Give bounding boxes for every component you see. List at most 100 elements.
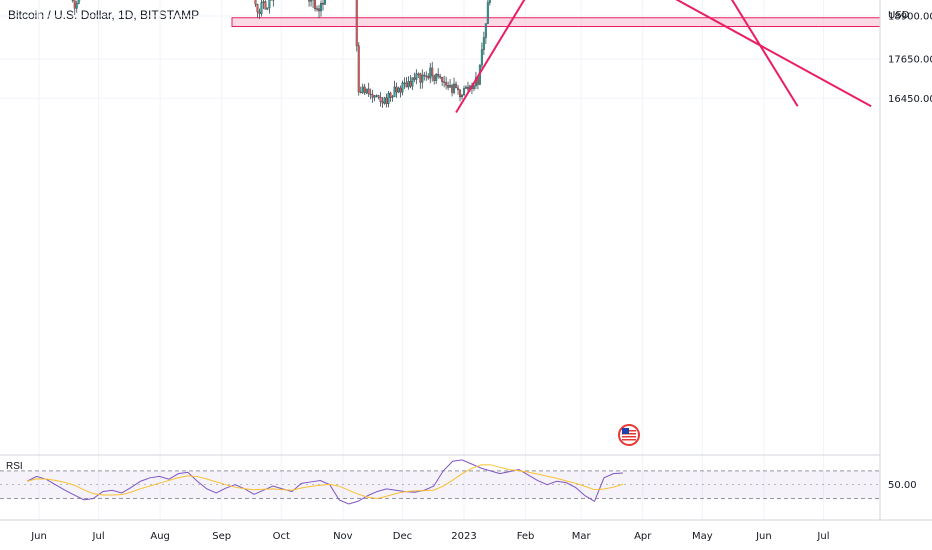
price-tick-label: 16450.00 (888, 94, 932, 105)
candle-body (407, 81, 410, 88)
candle-body (409, 81, 412, 87)
candle-body (484, 23, 487, 38)
flag-stripe (622, 436, 636, 438)
candle-body (449, 85, 452, 88)
candle-body (75, 3, 78, 9)
candle-body (371, 94, 374, 98)
time-tick-label: Jun (755, 531, 772, 542)
candle-body (427, 75, 430, 79)
candle-body (463, 88, 466, 96)
trendline (455, 0, 526, 114)
candle-body (453, 83, 456, 93)
candle-body (445, 82, 448, 86)
time-tick-label: Mar (572, 531, 592, 542)
candle-body (395, 86, 398, 93)
candle-body (262, 1, 265, 3)
candle-body (455, 83, 458, 89)
time-tick-label: Aug (150, 531, 170, 542)
candle-body (482, 37, 485, 50)
candle-body (466, 86, 469, 90)
candle-body (369, 93, 372, 96)
candle-body (373, 95, 376, 98)
candle-body (480, 49, 483, 66)
candle-body (71, 0, 74, 1)
candle-body (361, 86, 364, 93)
candle-body (316, 8, 319, 10)
time-tick-label: Jul (92, 531, 105, 542)
candle-body (417, 73, 420, 75)
rsi-level-label: 50.00 (888, 480, 917, 491)
flag-canton (622, 428, 629, 434)
candle-body (415, 73, 418, 80)
candle-body (437, 74, 440, 77)
time-tick-label: May (692, 531, 713, 542)
candle-body (461, 94, 464, 98)
candle-body (260, 2, 263, 14)
candle-body (459, 89, 462, 98)
candle-body (268, 0, 271, 9)
candle-body (425, 75, 428, 77)
candle-body (419, 73, 422, 83)
candle-body (435, 74, 438, 81)
time-axis[interactable]: Jun Jul Aug Sep Oct Nov Dec 2023 Feb Mar Apr May Jun… (0, 519, 932, 550)
candle-body (399, 87, 402, 93)
candle-body (258, 11, 261, 14)
candle-body (393, 86, 396, 97)
candle-body (472, 85, 475, 89)
time-tick-label: Apr (634, 531, 652, 542)
price-axis-background (880, 0, 932, 520)
candle-body (375, 95, 378, 97)
rsi-line (26, 459, 623, 505)
candle-body (314, 0, 317, 10)
candle-body (403, 82, 406, 84)
candle-body (254, 0, 257, 5)
price-tick-label: 17650.00 (888, 54, 932, 65)
candle-body (397, 87, 400, 93)
flag-icon[interactable] (618, 424, 640, 446)
rsi-title: RSI (6, 461, 23, 472)
candle-body (433, 75, 436, 81)
flag-stripe (622, 439, 636, 441)
candle-body (365, 88, 368, 94)
candle-body (363, 86, 366, 94)
candle-body (413, 77, 416, 80)
candle-body (401, 82, 404, 93)
candle-body (423, 74, 426, 77)
candle-body (443, 81, 446, 83)
time-tick-label: Sep (212, 531, 231, 542)
candle-body (447, 84, 450, 88)
candle-body (429, 67, 432, 79)
candle-body (381, 101, 384, 104)
candle-body (77, 0, 80, 4)
candle-body (266, 7, 269, 10)
price-axis[interactable]: USD34000.0030000.0028000.0026000.0024000… (879, 0, 932, 520)
support-resistance-zones (231, 17, 880, 27)
rsi-ma-line (26, 464, 624, 500)
time-axis-background (0, 520, 932, 550)
candle-body (323, 0, 326, 5)
candle-body (383, 97, 386, 104)
candle-body (321, 3, 324, 5)
time-tick-label: Feb (517, 531, 535, 542)
candle-body (355, 0, 358, 46)
candle-body (464, 86, 467, 89)
candle-body (451, 85, 454, 93)
candle-body (367, 88, 370, 95)
rsi-pane (0, 459, 880, 505)
candle-body (377, 95, 380, 98)
candle-body (320, 3, 323, 12)
time-tick-label: Dec (393, 531, 412, 542)
grid-lines (0, 0, 880, 520)
trendline (675, 0, 872, 108)
trendline-drawings (455, 0, 872, 114)
time-tick-label: Nov (333, 531, 353, 542)
candle-body (488, 0, 491, 3)
time-tick-label: 2023 (451, 531, 476, 542)
candle-body (310, 0, 313, 2)
symbol-title: Bitcoin / U.S. Dollar, 1D, BITSTAMP (8, 8, 200, 22)
time-tick-label: Oct (273, 531, 290, 542)
candle-body (379, 96, 382, 102)
candle-body (457, 87, 460, 90)
price-axis-currency-label: USD (888, 10, 910, 21)
